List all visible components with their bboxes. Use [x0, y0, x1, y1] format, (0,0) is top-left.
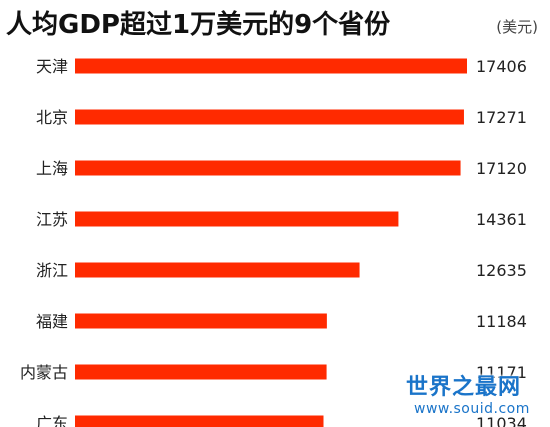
value-label: 11034	[476, 414, 527, 427]
bar	[75, 211, 399, 227]
bar	[75, 415, 324, 427]
unit-label: (美元)	[496, 18, 538, 36]
value-label: 17271	[476, 108, 527, 127]
category-label: 北京	[36, 108, 68, 127]
watermark-logo: 世界之最网 www.souid.com	[394, 365, 544, 425]
value-label: 11171	[476, 363, 527, 382]
value-label: 12635	[476, 261, 527, 280]
category-label: 浙江	[36, 261, 68, 280]
value-label: 14361	[476, 210, 527, 229]
bar	[75, 364, 327, 380]
bar	[75, 58, 467, 74]
bar	[75, 160, 461, 176]
value-label: 17120	[476, 159, 527, 178]
bar	[75, 262, 360, 278]
chart-title: 人均GDP超过1万美元的9个省份	[6, 10, 391, 40]
category-label: 天津	[36, 57, 68, 76]
category-label: 内蒙古	[20, 363, 68, 382]
watermark-title: 世界之最网	[406, 375, 522, 400]
watermark-url: www.souid.com	[414, 401, 530, 417]
category-label: 上海	[36, 159, 68, 178]
value-label: 11184	[476, 312, 527, 331]
category-label: 广东	[36, 414, 68, 427]
bar	[75, 313, 327, 329]
value-label: 17406	[476, 57, 527, 76]
category-label: 福建	[36, 312, 68, 331]
bar	[75, 109, 464, 125]
category-label: 江苏	[36, 210, 68, 229]
